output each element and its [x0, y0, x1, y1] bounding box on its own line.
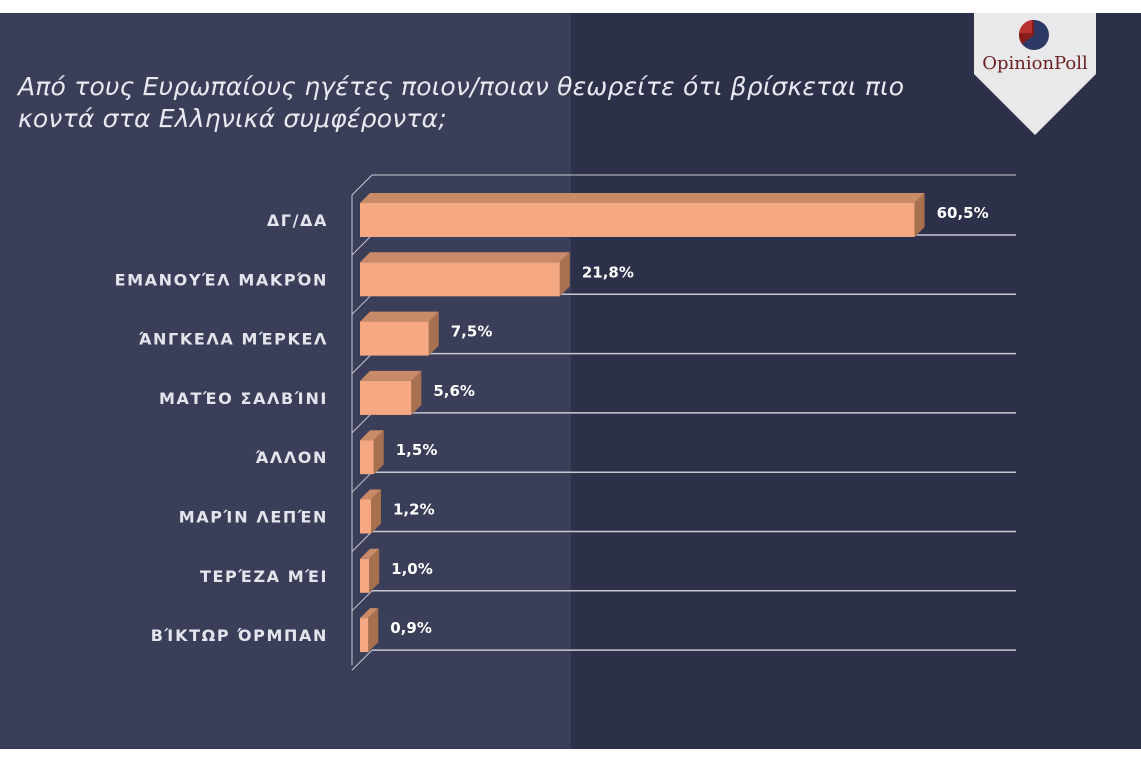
category-label: ΤΕΡΈΖΑ ΜΈΙ — [200, 567, 328, 586]
bar-side-face — [559, 252, 570, 297]
gridline-perspective — [351, 234, 373, 256]
logo-wordmark: OpinionPoll — [974, 53, 1096, 74]
value-label: 0,9% — [390, 619, 432, 637]
logo-word-2: Poll — [1054, 53, 1088, 74]
value-label: 5,6% — [433, 382, 475, 400]
gridline-perspective — [351, 590, 373, 612]
category-label: ΔΓ/ΔΑ — [267, 211, 328, 230]
gridline-perspective — [351, 353, 373, 374]
bar-side-face — [428, 311, 439, 356]
category-label: ΆΛΛΟΝ — [255, 448, 328, 467]
bar-top-face — [360, 489, 381, 500]
value-label: 1,5% — [396, 441, 438, 459]
bar — [360, 380, 412, 415]
bar-top-face — [360, 252, 570, 263]
opinion-poll-logo: OpinionPoll — [974, 13, 1096, 135]
bar — [360, 499, 371, 534]
value-label: 60,5% — [937, 204, 989, 222]
bar — [360, 321, 429, 356]
bar-side-face — [914, 193, 925, 237]
gridline-perspective — [351, 293, 373, 315]
gridline-perspective — [351, 412, 373, 434]
category-label: ΜΑΡΊΝ ΛΕΠΈΝ — [179, 508, 328, 527]
value-label: 21,8% — [582, 263, 634, 281]
category-label: ΒΊΚΤΩΡ ΌΡΜΠΑΝ — [151, 626, 328, 645]
slide-background: Από τους Ευρωπαίους ηγέτες ποιον/ποιαν θ… — [0, 13, 1141, 749]
gridline-perspective — [351, 649, 373, 671]
value-label: 1,0% — [391, 560, 433, 578]
bar-side-face — [371, 489, 381, 534]
logo-word-1: Opinion — [982, 53, 1055, 74]
bar — [360, 558, 370, 593]
bar-side-face — [368, 608, 379, 653]
value-label: 7,5% — [451, 323, 493, 341]
value-label: 1,2% — [393, 501, 435, 519]
axis-top-corner — [351, 174, 373, 196]
bar — [360, 262, 560, 297]
category-label: ΆΝΓΚΕΛΑ ΜΈΡΚΕΛ — [139, 330, 328, 349]
bar-top-face — [360, 548, 380, 559]
bar-top-face — [360, 608, 379, 619]
gridline-perspective — [351, 531, 373, 552]
bar-top-face — [360, 430, 384, 441]
bar-side-face — [411, 370, 422, 415]
gridline-perspective — [351, 471, 373, 493]
bar — [360, 203, 915, 237]
category-label: ΜΑΤΈΟ ΣΑΛΒΊΝΙ — [159, 389, 328, 408]
bar-top-face — [360, 193, 925, 203]
bar-side-face — [369, 548, 380, 593]
bar-top-face — [360, 311, 439, 322]
category-label: ΕΜΑΝΟΥΈΛ ΜΑΚΡΌΝ — [115, 270, 328, 289]
bar-chart: ΔΓ/ΔΑ 60,5% ΕΜΑΝΟΥΈΛ ΜΑΚΡΌΝ 21,8% ΆΝΓΚΕΛΑ ΜΈ… — [115, 174, 1016, 671]
bar — [360, 618, 369, 653]
bar-top-face — [360, 370, 422, 381]
chart-title: Από τους Ευρωπαίους ηγέτες ποιον/ποιαν θ… — [18, 72, 905, 133]
slide-left-panel — [0, 13, 571, 749]
bar — [360, 440, 374, 475]
bar-side-face — [373, 430, 384, 475]
